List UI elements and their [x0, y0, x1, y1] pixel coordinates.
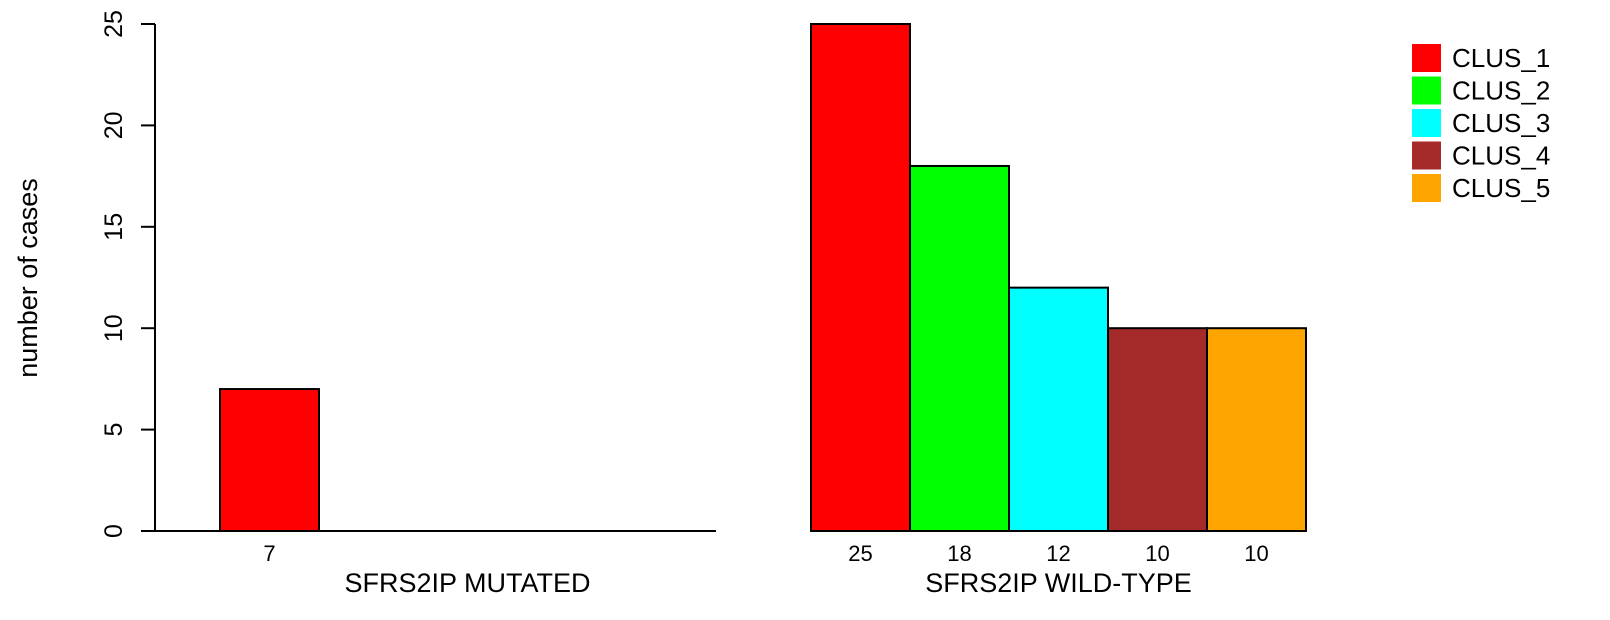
bar-count-label: 12: [1046, 541, 1070, 566]
y-ticks: 0 5 10 15 20 25: [100, 10, 155, 538]
legend-item: CLUS_3: [1412, 108, 1550, 138]
y-tick-label: 20: [100, 111, 128, 139]
legend-swatch: [1412, 76, 1441, 105]
bar-clus-1: [810, 23, 911, 532]
legend-item: CLUS_4: [1412, 141, 1550, 171]
bar-clus-2: [909, 164, 1010, 533]
legend-swatch: [1412, 141, 1441, 170]
y-tick-label: 5: [100, 423, 128, 437]
legend-item: CLUS_2: [1412, 76, 1550, 106]
legend-swatch: [1412, 109, 1441, 137]
y-tick-label: 10: [100, 314, 128, 342]
bar-clus-4: [1107, 327, 1208, 533]
y-tick-label: 25: [100, 10, 128, 38]
legend-label: CLUS_1: [1452, 43, 1550, 73]
bar-count-label: 18: [947, 541, 971, 566]
legend-label: CLUS_5: [1452, 173, 1550, 203]
y-tick-label: 0: [100, 524, 128, 538]
group-label: SFRS2IP MUTATED: [344, 568, 590, 598]
y-tick-label: 15: [100, 213, 128, 241]
legend-label: CLUS_4: [1452, 141, 1550, 171]
legend-label: CLUS_3: [1452, 108, 1550, 138]
legend-swatch: [1412, 174, 1441, 202]
bar-count-label: 10: [1145, 541, 1169, 566]
legend-item: CLUS_5: [1412, 173, 1550, 203]
bar-count-label: 10: [1244, 541, 1268, 566]
bar-clus-5: [1206, 327, 1307, 533]
legend-swatch: [1412, 44, 1441, 72]
bar-clus-3: [1008, 286, 1109, 533]
bar-clus-1: [219, 388, 320, 533]
bar-count-label: 7: [263, 541, 275, 566]
legend-item: CLUS_1: [1412, 43, 1550, 73]
bar-count-label: 25: [848, 541, 872, 566]
y-axis-title: number of cases: [13, 178, 43, 378]
group-label: SFRS2IP WILD-TYPE: [925, 568, 1192, 598]
bar-group: 7 SFRS2IP MUTATED: [155, 388, 716, 598]
legend-label: CLUS_2: [1452, 76, 1550, 106]
